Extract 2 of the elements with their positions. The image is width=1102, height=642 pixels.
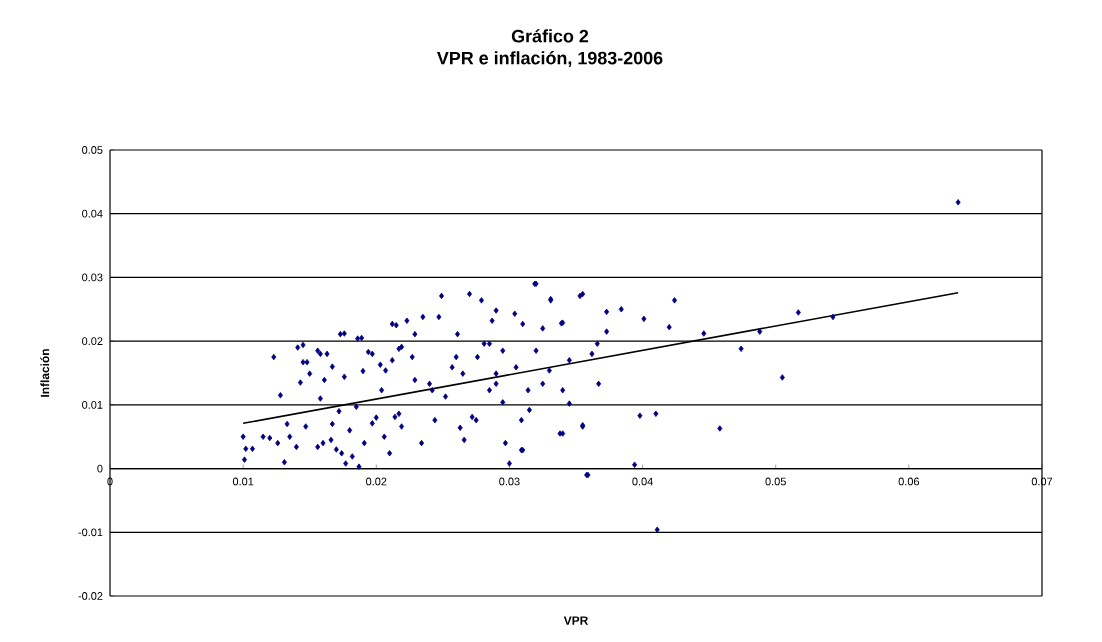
chart-title: Gráfico 2 [511,29,589,43]
chart-subtitle: VPR e inflación, 1983-2006 [436,51,663,68]
